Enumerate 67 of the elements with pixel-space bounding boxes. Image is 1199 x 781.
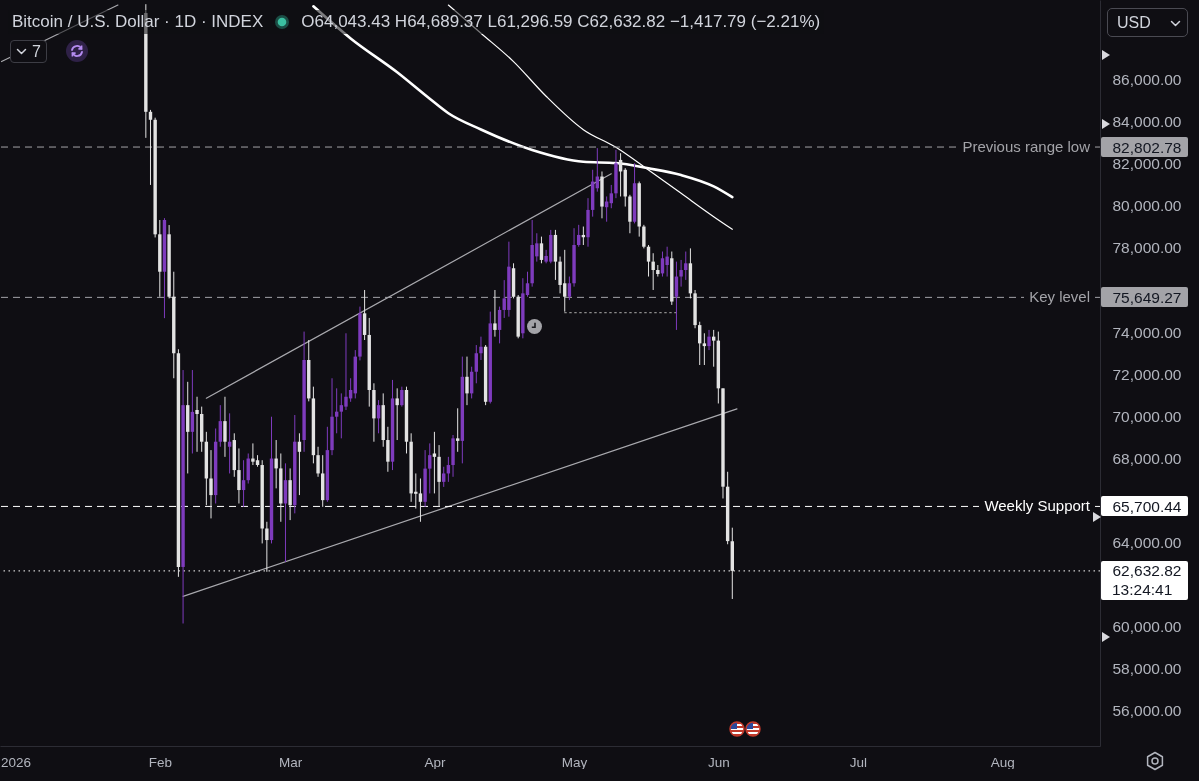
x-tick-label: 2026 <box>0 754 32 770</box>
candlestick <box>665 246 669 278</box>
y-tick-label: 82,000.00 <box>1112 155 1182 173</box>
candlestick <box>684 251 688 281</box>
candlestick <box>209 449 213 519</box>
candlestick <box>455 407 460 453</box>
candlestick <box>218 404 223 448</box>
text: Bitcoin / U.S. Dollar · 1D · INDEX <box>12 12 264 32</box>
x-tick-label: Apr <box>424 754 446 770</box>
y-tick-label: 56,000.00 <box>1112 701 1182 719</box>
candlestick <box>339 392 344 439</box>
candlestick <box>316 446 320 478</box>
annotation: 7 <box>32 43 41 60</box>
candlestick <box>274 439 278 489</box>
candlestick <box>418 477 423 523</box>
candlestick <box>702 332 707 366</box>
y-tick-label: 82,802.78 <box>1112 138 1182 156</box>
ref-line-label: Previous range low <box>957 138 1095 157</box>
candlestick <box>558 256 562 294</box>
candlestick <box>493 289 497 338</box>
candlestick <box>265 521 269 573</box>
x-tick-label: May <box>561 754 588 770</box>
candlestick <box>237 447 241 504</box>
text: 13:24:41 <box>1112 580 1173 598</box>
y-tick-label: 64,000.00 <box>1112 533 1182 551</box>
y-tick-label: 84,000.00 <box>1112 113 1182 131</box>
toggle-button: 7 <box>10 40 47 63</box>
candlestick <box>432 431 437 494</box>
y-tick-label: 75,649.27 <box>1112 288 1182 306</box>
x-tick-label: Aug <box>990 754 1015 770</box>
y-tick-label: 65,700.44 <box>1112 497 1182 515</box>
candlestick <box>707 329 711 351</box>
ref-line-label: Weekly Support <box>979 497 1095 516</box>
candlestick <box>251 442 255 466</box>
candlestick <box>651 252 655 291</box>
candlestick <box>386 426 390 473</box>
y-tick-label: 74,000.00 <box>1112 323 1182 341</box>
y-tick-label: 60,000.00 <box>1112 617 1182 635</box>
candlestick <box>428 442 432 494</box>
text: O64,043.43 H64,689.37 L61,296.59 C62,632.82 −1,417.79 (−2.21%) <box>301 12 821 32</box>
y-tick-label: 68,000.00 <box>1112 449 1182 467</box>
y-tick-label: 78,000.00 <box>1112 239 1182 257</box>
candlestick <box>642 224 646 249</box>
y-tick-label: 62,632.82 <box>1112 562 1182 580</box>
dropdown: USD <box>1107 8 1188 37</box>
x-tick-label: Feb <box>148 754 172 770</box>
candlestick <box>344 332 348 411</box>
y-tick-label: 72,000.00 <box>1112 365 1182 383</box>
candlestick <box>465 356 469 406</box>
candlestick <box>567 276 572 301</box>
x-tick-label: Jul <box>849 754 868 770</box>
y-tick-label: 80,000.00 <box>1112 197 1182 215</box>
y-tick-label: 70,000.00 <box>1112 407 1182 425</box>
candlestick <box>195 396 199 453</box>
candlestick <box>479 336 483 361</box>
candlestick <box>223 396 227 458</box>
x-tick-label: Mar <box>279 754 303 770</box>
candlestick <box>679 259 683 288</box>
candlestick <box>400 386 404 408</box>
candlestick <box>395 387 399 441</box>
candlestick <box>474 344 478 384</box>
candlestick <box>442 466 446 488</box>
x-tick-label: Jun <box>707 754 730 770</box>
ref-line-label: Key level <box>1024 288 1095 307</box>
candlestick <box>539 236 544 264</box>
y-tick-label: 86,000.00 <box>1112 71 1182 89</box>
y-tick-label: 58,000.00 <box>1112 659 1182 677</box>
